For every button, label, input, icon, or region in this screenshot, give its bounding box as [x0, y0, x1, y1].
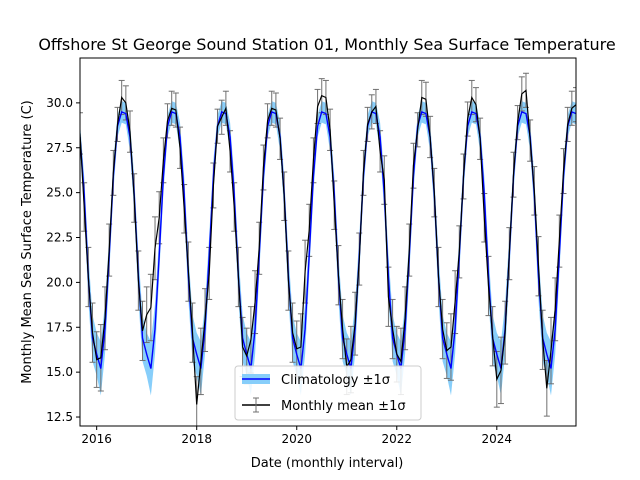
- x-tick-label: 2020: [281, 432, 312, 446]
- climatology-band: [80, 101, 576, 396]
- climatology-band-layer: [80, 101, 576, 396]
- errorbar: [80, 112, 83, 155]
- x-tick-label: 2022: [381, 432, 412, 446]
- x-tick-label: 2024: [482, 432, 513, 446]
- line-layer: [80, 89, 576, 405]
- y-tick-label: 27.5: [46, 141, 73, 155]
- x-tick-label: 2018: [181, 432, 212, 446]
- y-tick-label: 12.5: [46, 410, 73, 424]
- plot-frame: [79, 57, 577, 427]
- legend-climatology-label: Climatology ±1σ: [281, 373, 390, 388]
- y-tick-label: 22.5: [46, 231, 73, 245]
- chart-title: Offshore St George Sound Station 01, Mon…: [38, 35, 615, 54]
- legend-box: [234, 365, 422, 421]
- x-tick-label: 2016: [81, 432, 112, 446]
- legend: Climatology ±1σ Monthly mean ±1σ: [234, 365, 422, 421]
- monthly-mean-line: [80, 89, 576, 405]
- x-axis-label: Date (monthly interval): [251, 456, 404, 471]
- legend-monthly-label: Monthly mean ±1σ: [281, 399, 406, 414]
- y-tick-label: 30.0: [46, 96, 73, 110]
- x-ticks: 2016 2018 2020 2022 2024: [81, 426, 512, 446]
- y-tick-label: 15.0: [46, 365, 73, 379]
- y-axis-label: Monthly Mean Sea Surface Temperature (C): [20, 100, 35, 383]
- y-tick-label: 20.0: [46, 275, 73, 289]
- y-tick-label: 17.5: [46, 320, 73, 334]
- y-ticks: 12.5 15.0 17.5 20.0 22.5 25.0 27.5 30.0: [46, 96, 80, 424]
- y-tick-label: 25.0: [46, 186, 73, 200]
- errorbar: [573, 87, 576, 123]
